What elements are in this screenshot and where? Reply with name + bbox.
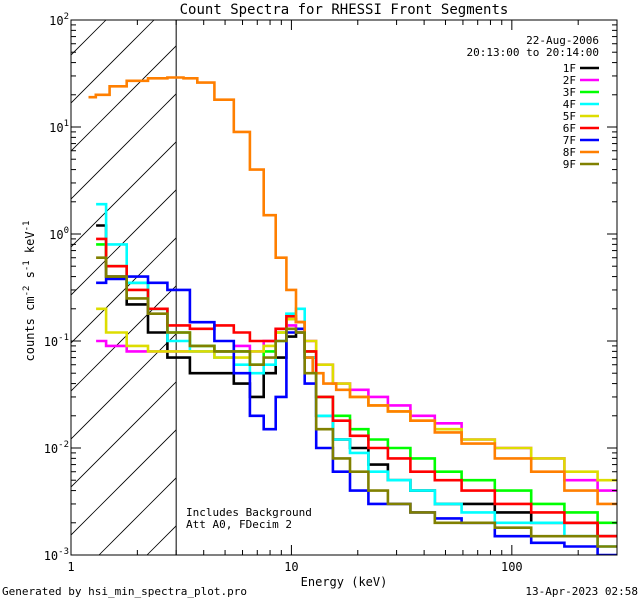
series-line-8F [88,76,617,506]
legend-label-1F: 1F [563,62,576,75]
time-range-label: 20:13:00 to 20:14:00 [467,46,599,59]
hatch-line [98,477,177,555]
hatch-line [243,20,640,555]
annotation-background: Includes Background [186,506,312,519]
y-tick-label: 10-1 [44,333,69,349]
y-tick-label: 10-2 [44,440,69,456]
series-line-5F [96,307,617,482]
series-line-4F [96,202,617,548]
series-line-9F [96,256,617,548]
footer-timestamp: 13-Apr-2023 02:58 [525,585,638,598]
chart-title: Count Spectra for RHESSI Front Segments [180,2,509,18]
legend-label-4F: 4F [563,98,576,111]
y-tick-label: 102 [49,12,69,28]
hatch-line [71,93,177,200]
legend-label-3F: 3F [563,86,576,99]
date-label: 22-Aug-2006 [526,34,599,47]
hatch-line [71,429,177,536]
hatched-region [71,20,640,555]
y-tick-label: 100 [49,226,69,242]
hatch-line [71,189,177,296]
hatch-line [71,285,177,392]
x-tick-label: 1 [67,560,74,574]
annotation-attenuator: Att A0, FDecim 2 [186,518,292,531]
plot-frame [70,19,618,556]
x-tick-label: 10 [284,560,298,574]
legend-label-5F: 5F [563,110,576,123]
series-group [88,76,617,555]
hatch-line [71,237,177,344]
hatch-line [71,45,177,152]
x-tick-labels: 1 10 100 [67,560,522,574]
hatch-line [71,381,177,488]
legend-label-6F: 6F [563,122,576,135]
footer-generated-by: Generated by hsi_min_spectra_plot.pro [2,585,248,598]
legend-label-8F: 8F [563,146,576,159]
y-tick-label: 10-3 [44,547,69,563]
legend-label-7F: 7F [563,134,576,147]
x-tick-label: 100 [501,560,523,574]
legend-label-2F: 2F [563,74,576,87]
hatch-line [71,20,107,56]
y-tick-label: 101 [49,119,69,135]
y-tick-labels: 10-3 10-2 10-1 100 101 102 [44,12,69,563]
axis-ticks [70,20,618,556]
x-axis-label: Energy (keV) [301,575,388,589]
y-axis-label: counts cm-2 s-1 keV-1 [22,221,37,362]
legend-label-9F: 9F [563,158,576,171]
